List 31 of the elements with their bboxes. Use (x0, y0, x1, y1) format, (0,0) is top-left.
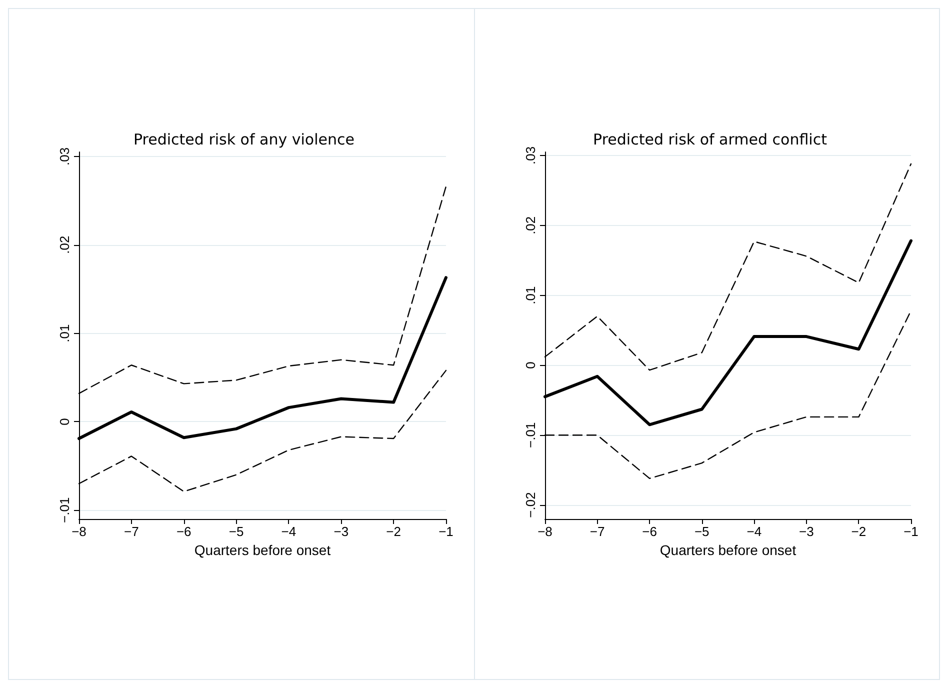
y-tick-label: .02 (523, 216, 538, 234)
x-tick-label: −5 (228, 524, 244, 539)
y-tick-label: .02 (57, 236, 72, 254)
y-tick-label: .01 (523, 286, 538, 304)
chart-title: Predicted risk of armed conflict (593, 130, 828, 148)
y-tick-label: −.01 (57, 497, 72, 523)
x-tick-label: −6 (176, 524, 192, 539)
x-tick-label: −8 (538, 524, 552, 539)
x-tick-label: −1 (438, 524, 454, 539)
x-tick-label: −2 (386, 524, 401, 539)
y-tick-label: 0 (57, 418, 72, 426)
y-tick-label: −.02 (523, 492, 538, 518)
x-tick-label: −7 (590, 524, 605, 539)
x-tick-label: −1 (904, 524, 918, 539)
x-axis-title: Quarters before onset (660, 542, 796, 558)
y-tick-label: .01 (57, 324, 72, 342)
y-tick-label: −.01 (523, 422, 538, 448)
y-tick-label: 0 (523, 362, 538, 369)
x-tick-label: −5 (694, 524, 710, 539)
x-tick-label: −6 (642, 524, 657, 539)
x-tick-label: −4 (746, 524, 762, 539)
x-tick-label: −2 (851, 524, 866, 539)
x-tick-label: −4 (281, 524, 296, 539)
y-tick-label: .03 (523, 146, 538, 165)
x-tick-label: −7 (124, 524, 139, 539)
chart-title: Predicted risk of any violence (134, 130, 354, 148)
x-tick-label: −3 (334, 524, 349, 539)
x-tick-label: −8 (72, 524, 86, 539)
y-tick-label: .03 (57, 147, 72, 166)
x-tick-label: −3 (799, 524, 814, 539)
x-axis-title: Quarters before onset (194, 542, 331, 558)
